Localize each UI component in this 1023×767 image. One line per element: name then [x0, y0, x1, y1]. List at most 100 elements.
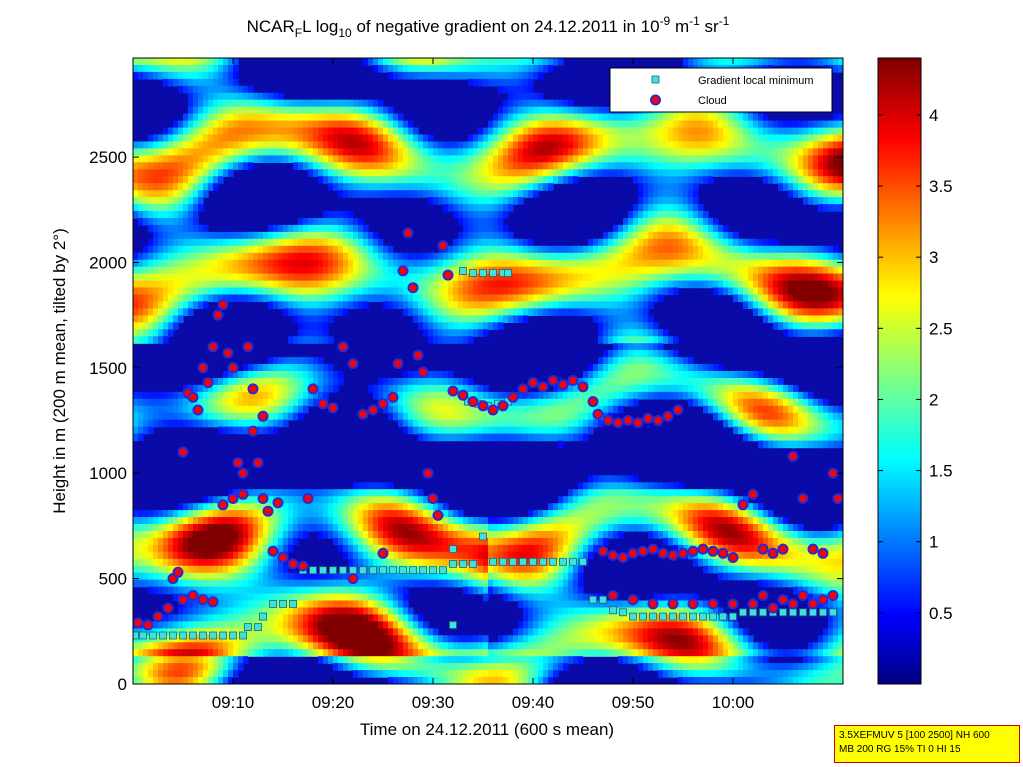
cloud-point [547, 375, 559, 386]
cloud-point [327, 402, 339, 414]
cloud-point [727, 598, 739, 610]
gradient-min-point [309, 566, 317, 575]
x-tick-label: 09:20 [312, 693, 355, 712]
cloud-point [592, 408, 604, 420]
gradient-min-point [279, 600, 287, 608]
cloud-point [467, 396, 479, 408]
gradient-min-point [239, 631, 247, 640]
gradient-min-point [539, 557, 547, 566]
cloud-point [412, 349, 424, 361]
cloud-point [252, 457, 264, 469]
cloud-point [807, 598, 819, 610]
cloud-point [187, 590, 199, 601]
cloud-point [527, 377, 539, 389]
cloud-point [597, 545, 609, 557]
cloud-point [247, 383, 259, 395]
cloud-point [287, 558, 299, 570]
cloud-point [172, 566, 184, 578]
cloud-point [607, 590, 619, 601]
cloud-point [807, 543, 819, 555]
cloud-point [357, 408, 369, 420]
cloud-point [577, 381, 589, 393]
cloud-point [657, 547, 669, 559]
y-tick-label: 500 [99, 570, 127, 589]
gradient-min-point [649, 612, 657, 621]
cloud-point [257, 410, 269, 422]
cloud-point [217, 499, 229, 511]
x-tick-label: 09:10 [212, 693, 255, 712]
gradient-min-point [709, 612, 717, 621]
gradient-min-point [379, 566, 387, 575]
cloud-point [487, 404, 499, 416]
cloud-point [402, 227, 414, 239]
cloud-point [517, 383, 529, 395]
gradient-min-point [339, 566, 347, 575]
cloud-point [417, 366, 429, 378]
gradient-min-point [639, 612, 647, 621]
cloud-point [227, 362, 239, 374]
cloud-point [632, 417, 644, 429]
x-axis: 09:10 09:20 09:30 09:40 09:50 10:00 [212, 58, 754, 712]
gradient-min-point [254, 623, 262, 631]
gradient-min-point [779, 608, 787, 617]
cloud-point [767, 547, 779, 559]
cloud-point [272, 497, 284, 509]
gradient-min-point [449, 545, 457, 553]
y-tick-label: 1500 [89, 359, 127, 378]
gradient-min-point [259, 612, 267, 621]
gradient-min-point [219, 631, 227, 640]
cloud-point [747, 488, 759, 500]
cloud-point [817, 547, 829, 559]
gradient-min-point [619, 608, 627, 617]
cloud-point [827, 467, 839, 479]
cloud-point [162, 602, 174, 614]
gradient-min-point [559, 557, 567, 566]
legend: Gradient local minimum Cloud [609, 67, 833, 113]
cloud-point [757, 543, 769, 555]
cloud-point [617, 552, 629, 563]
gradient-min-point [149, 631, 157, 640]
gradient-min-point [689, 612, 697, 621]
gradient-min-point [189, 631, 197, 640]
gradient-min-point [139, 631, 147, 640]
gradient-min-point [229, 631, 237, 640]
gradient-min-point [319, 566, 327, 575]
cloud-point [177, 594, 189, 606]
cloud-point [787, 450, 799, 462]
gradient-min-point [519, 557, 527, 566]
cloud-point [622, 415, 634, 426]
gradient-min-point [369, 566, 377, 575]
cloud-point [587, 396, 599, 408]
cloud-point [827, 590, 839, 601]
plot-frame [132, 57, 844, 685]
cloud-point [477, 400, 489, 412]
cloud-point [457, 389, 469, 401]
cloud-point [667, 598, 679, 610]
gradient-min-point [479, 532, 487, 541]
gradient-min-point [549, 557, 557, 566]
cloud-point [672, 404, 684, 416]
cloud-point [777, 594, 789, 606]
cloud-point [237, 488, 249, 500]
cloud-point [432, 509, 444, 521]
cloud-point [707, 545, 719, 557]
colorbar-tick-label: 4 [929, 106, 938, 125]
cloud-point [557, 379, 569, 391]
legend-min-label: Gradient local minimum [698, 75, 814, 87]
cloud-point [242, 341, 254, 353]
cloud-point [647, 543, 659, 555]
gradient-min-point [504, 269, 512, 277]
cloud-point [717, 547, 729, 559]
cloud-point [392, 358, 404, 370]
gradient-min-point [133, 631, 139, 640]
gradient-min-point [829, 608, 837, 617]
colorbar-ticks: 0.5 1 1.5 2 2.5 3 3.5 4 [878, 106, 953, 623]
cloud-point [407, 282, 419, 294]
gradient-min-point [509, 557, 517, 566]
cloud-point [707, 598, 719, 610]
cloud-point [187, 391, 199, 403]
cloud-point [227, 493, 239, 504]
cloud-point [497, 400, 509, 412]
gradient-min-point [729, 612, 737, 621]
